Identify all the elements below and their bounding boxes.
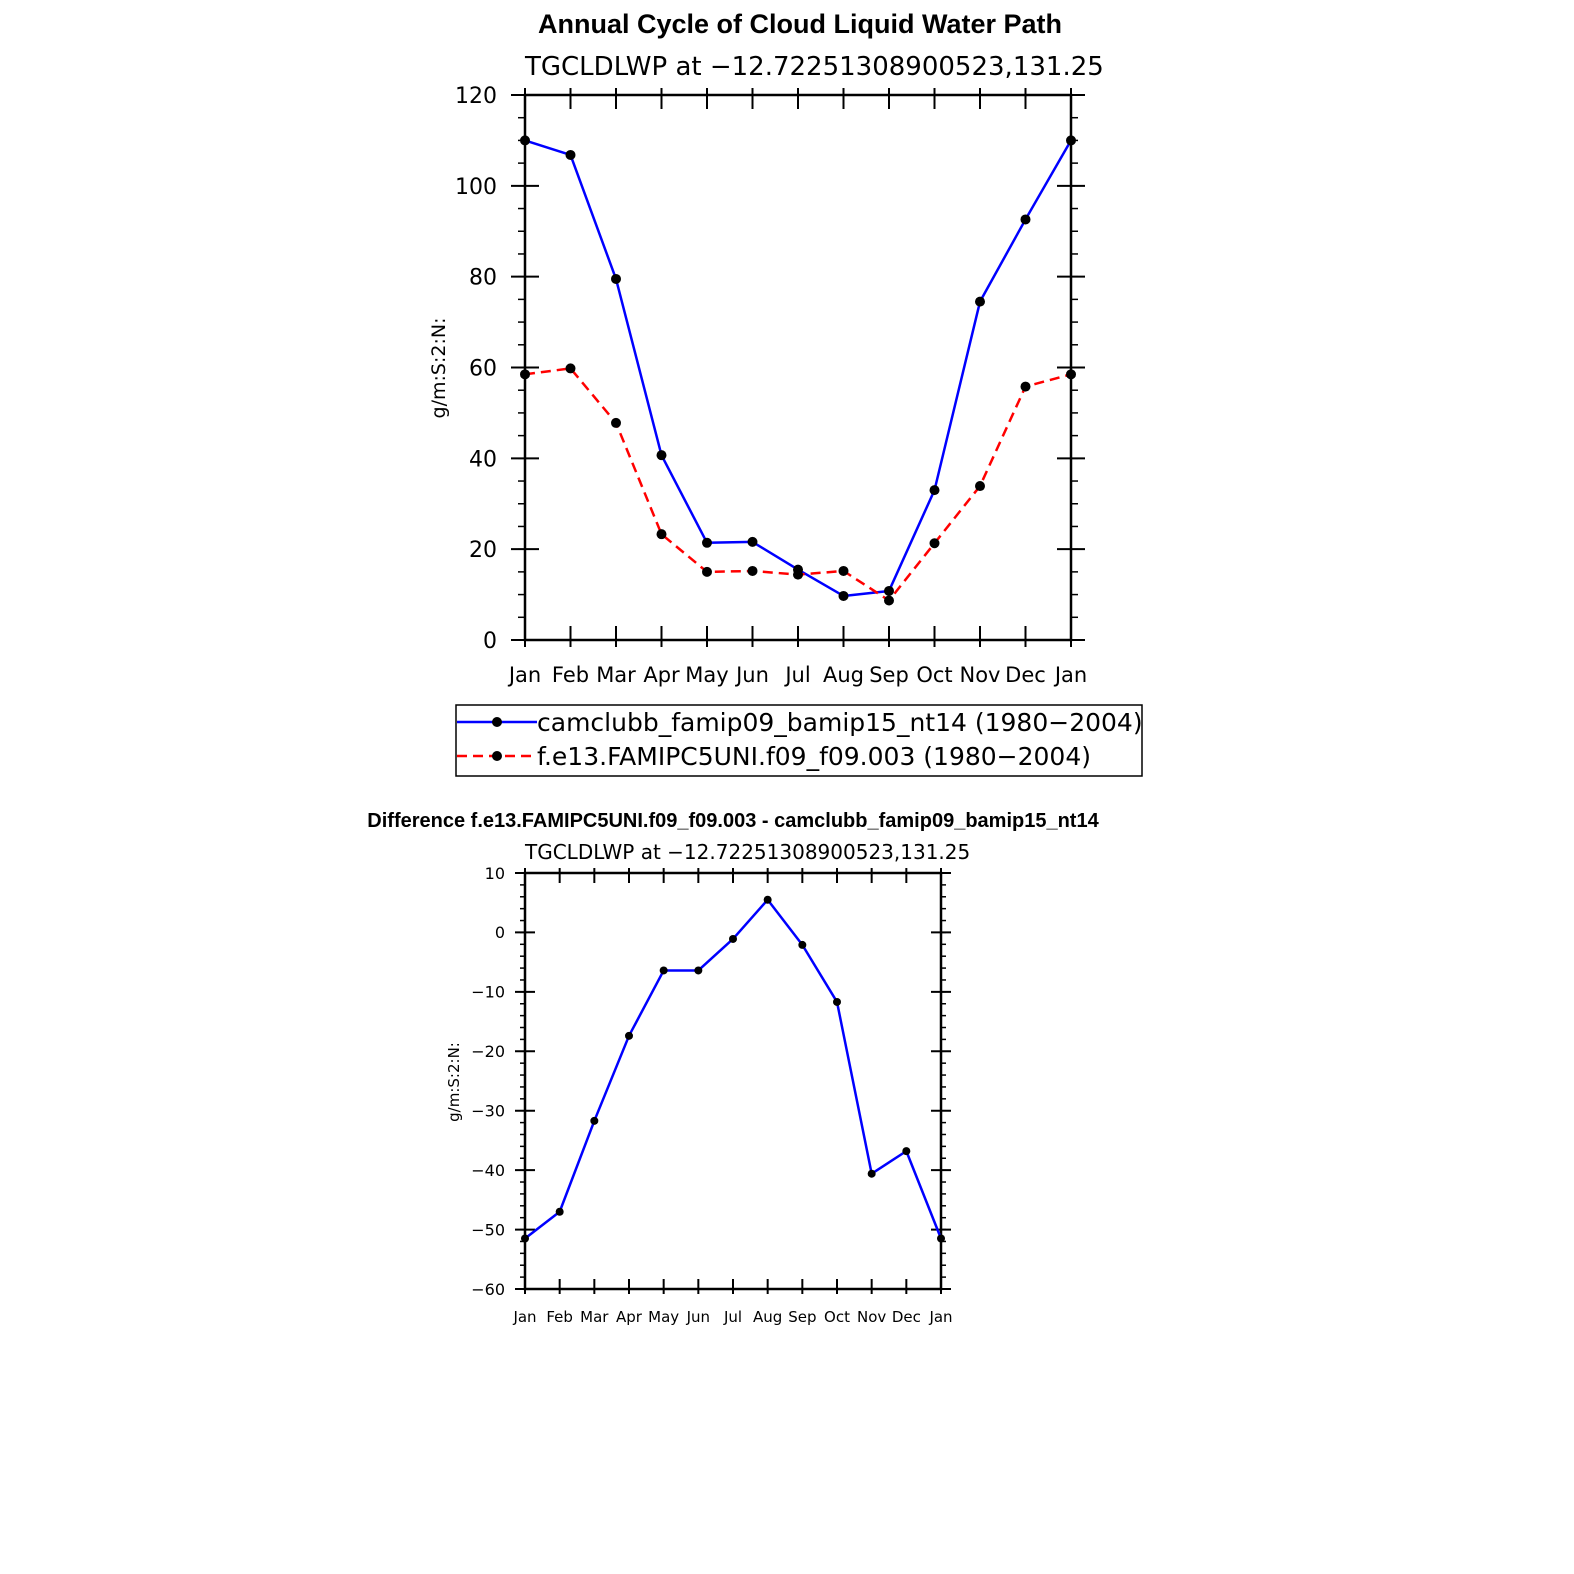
chart2-ytick-label: 10 bbox=[485, 864, 505, 883]
chart1-frame bbox=[523, 93, 1073, 642]
legend-marker-series2 bbox=[492, 751, 502, 761]
chart2-xtick-label: Sep bbox=[788, 1308, 816, 1326]
chart1-xtick-label: Jan bbox=[1053, 663, 1087, 687]
chart2-series-1-point bbox=[763, 895, 772, 904]
chart2-xtick-label: Jul bbox=[723, 1308, 742, 1326]
chart2-xtick-label: Jun bbox=[686, 1308, 710, 1326]
chart2-xtick-label: Dec bbox=[892, 1308, 921, 1326]
chart1-xtick-label: Jun bbox=[734, 663, 769, 687]
chart2-ytick-label: −20 bbox=[471, 1042, 505, 1061]
chart1-series-1-point bbox=[929, 485, 940, 496]
chart2-xtick-label: Aug bbox=[753, 1308, 782, 1326]
legend-box bbox=[455, 704, 1143, 777]
chart1-series-2-point bbox=[747, 565, 758, 576]
chart2-xtick-label: May bbox=[648, 1308, 679, 1326]
chart1-series-1-point bbox=[747, 536, 758, 547]
chart2-ytick-label: −10 bbox=[471, 983, 505, 1002]
chart1-title: Annual Cycle of Cloud Liquid Water Path bbox=[538, 9, 1062, 39]
chart1-ytick-label: 120 bbox=[455, 84, 497, 109]
chart1-series-1-point bbox=[702, 537, 712, 548]
chart2-series-1-point bbox=[798, 940, 807, 949]
chart2-plot-area: Jan Feb Mar Apr May Jun Jul Aug Sep Oct Nov Dec Jan−… bbox=[471, 864, 952, 1326]
chart2-ytick-label: 0 bbox=[495, 923, 505, 942]
chart1-xtick-label: Jan bbox=[507, 663, 541, 687]
chart2-series-1-point bbox=[659, 966, 668, 975]
chart2-series-1-point bbox=[867, 1169, 876, 1178]
chart1-series-1-point bbox=[520, 135, 530, 146]
chart1-xtick-label: Mar bbox=[596, 663, 636, 687]
legend-marker-series1 bbox=[492, 717, 502, 727]
chart1-series-2-point bbox=[565, 363, 576, 374]
chart1-series-2-point bbox=[656, 529, 667, 540]
chart1-ylabel: g/m:S:2:N: bbox=[428, 318, 450, 419]
chart1-ytick-label: 100 bbox=[455, 175, 497, 200]
chart2-series-1-point bbox=[833, 997, 841, 1006]
chart1-xtick-label: Oct bbox=[916, 663, 952, 687]
chart1-series-1-point bbox=[611, 273, 621, 284]
chart1-xtick-label: Aug bbox=[823, 663, 864, 687]
chart2-ytick-label: −30 bbox=[471, 1101, 505, 1120]
chart1-series-2-point bbox=[793, 569, 803, 580]
chart1-ytick-label: 20 bbox=[469, 538, 497, 563]
chart1-ytick-label: 80 bbox=[469, 266, 497, 291]
chart2-series-1-point bbox=[521, 1234, 529, 1243]
chart1-xtick-label: Sep bbox=[869, 663, 909, 687]
chart2-xtick-label: Jan bbox=[928, 1308, 952, 1326]
chart1-ytick-label: 40 bbox=[469, 447, 497, 472]
chart2-ytick-label: −40 bbox=[471, 1161, 505, 1180]
chart1-series-1-point bbox=[884, 585, 894, 596]
chart1-xtick-label: Nov bbox=[960, 663, 1001, 687]
chart1-series-2-point bbox=[611, 417, 621, 428]
chart2-ytick-label: −50 bbox=[471, 1220, 505, 1239]
chart1-xtick-label: Apr bbox=[643, 663, 680, 687]
chart2-series-1-line bbox=[524, 898, 943, 1240]
chart1-series-2-point bbox=[520, 369, 530, 380]
chart1-series-2-point bbox=[884, 595, 894, 606]
chart1-series-2-point bbox=[702, 566, 712, 577]
chart1-series-2-point bbox=[975, 481, 985, 492]
chart2-series-1-point bbox=[937, 1234, 945, 1243]
chart2-ytick-label: −60 bbox=[471, 1280, 505, 1299]
chart1-xtick-label: Feb bbox=[552, 663, 589, 687]
chart1-legend: camclubb_famip09_bamip15_nt14 (1980−2004… bbox=[455, 704, 1143, 777]
chart2-xtick-label: Nov bbox=[857, 1308, 886, 1326]
chart1-series-1-point bbox=[975, 296, 985, 307]
chart1-series-1-point bbox=[656, 450, 667, 461]
chart2-series-1-point bbox=[555, 1207, 564, 1216]
legend-label-series1: camclubb_famip09_bamip15_nt14 (1980−2004… bbox=[537, 708, 1143, 737]
chart1-xtick-label: Dec bbox=[1005, 663, 1046, 687]
chart1-series-1-point bbox=[1020, 214, 1031, 225]
chart1-series-1-line bbox=[524, 139, 1073, 598]
chart1-series-2-point bbox=[929, 538, 940, 549]
chart2-series-1-point bbox=[729, 934, 737, 943]
chart2-series-1-point bbox=[694, 966, 703, 975]
chart2-ylabel: g/m:S:2:N: bbox=[445, 1042, 463, 1122]
chart1-series-2-point bbox=[1020, 381, 1031, 392]
legend-label-series2: f.e13.FAMIPC5UNI.f09_f09.003 (1980−2004) bbox=[537, 742, 1091, 771]
chart1-ytick-label: 0 bbox=[483, 629, 497, 654]
chart1-subtitle: TGCLDLWP at −12.72251308900523,131.25 bbox=[524, 52, 1104, 82]
chart2-title: Difference f.e13.FAMIPC5UNI.f09_f09.003 … bbox=[367, 810, 1099, 832]
chart2-subtitle: TGCLDLWP at −12.72251308900523,131.25 bbox=[524, 840, 970, 864]
chart1-series-2-point bbox=[838, 565, 849, 576]
chart2-series-1-point bbox=[902, 1147, 911, 1156]
chart1-xtick-label: May bbox=[685, 663, 728, 687]
chart1-xtick-label: Jul bbox=[783, 663, 810, 687]
chart2-xtick-label: Oct bbox=[824, 1308, 850, 1326]
chart1-series-1-point bbox=[565, 149, 576, 160]
chart1-ytick-label: 60 bbox=[469, 356, 497, 381]
chart2-xtick-label: Jan bbox=[512, 1308, 536, 1326]
chart2-series-1-point bbox=[625, 1031, 633, 1040]
chart1-series-1-point bbox=[1066, 135, 1076, 146]
chart1-series-1-point bbox=[838, 590, 849, 601]
chart1-plot-area: Jan Feb Mar Apr May Jun Jul Aug Sep Oct Nov Dec Jan 0… bbox=[455, 84, 1087, 687]
chart1-series-2-point bbox=[1066, 369, 1076, 380]
chart2-xtick-label: Apr bbox=[616, 1308, 643, 1326]
chart2-xtick-label: Mar bbox=[580, 1308, 609, 1326]
chart2-series-1-point bbox=[590, 1116, 599, 1125]
chart2-xtick-label: Feb bbox=[546, 1308, 573, 1326]
